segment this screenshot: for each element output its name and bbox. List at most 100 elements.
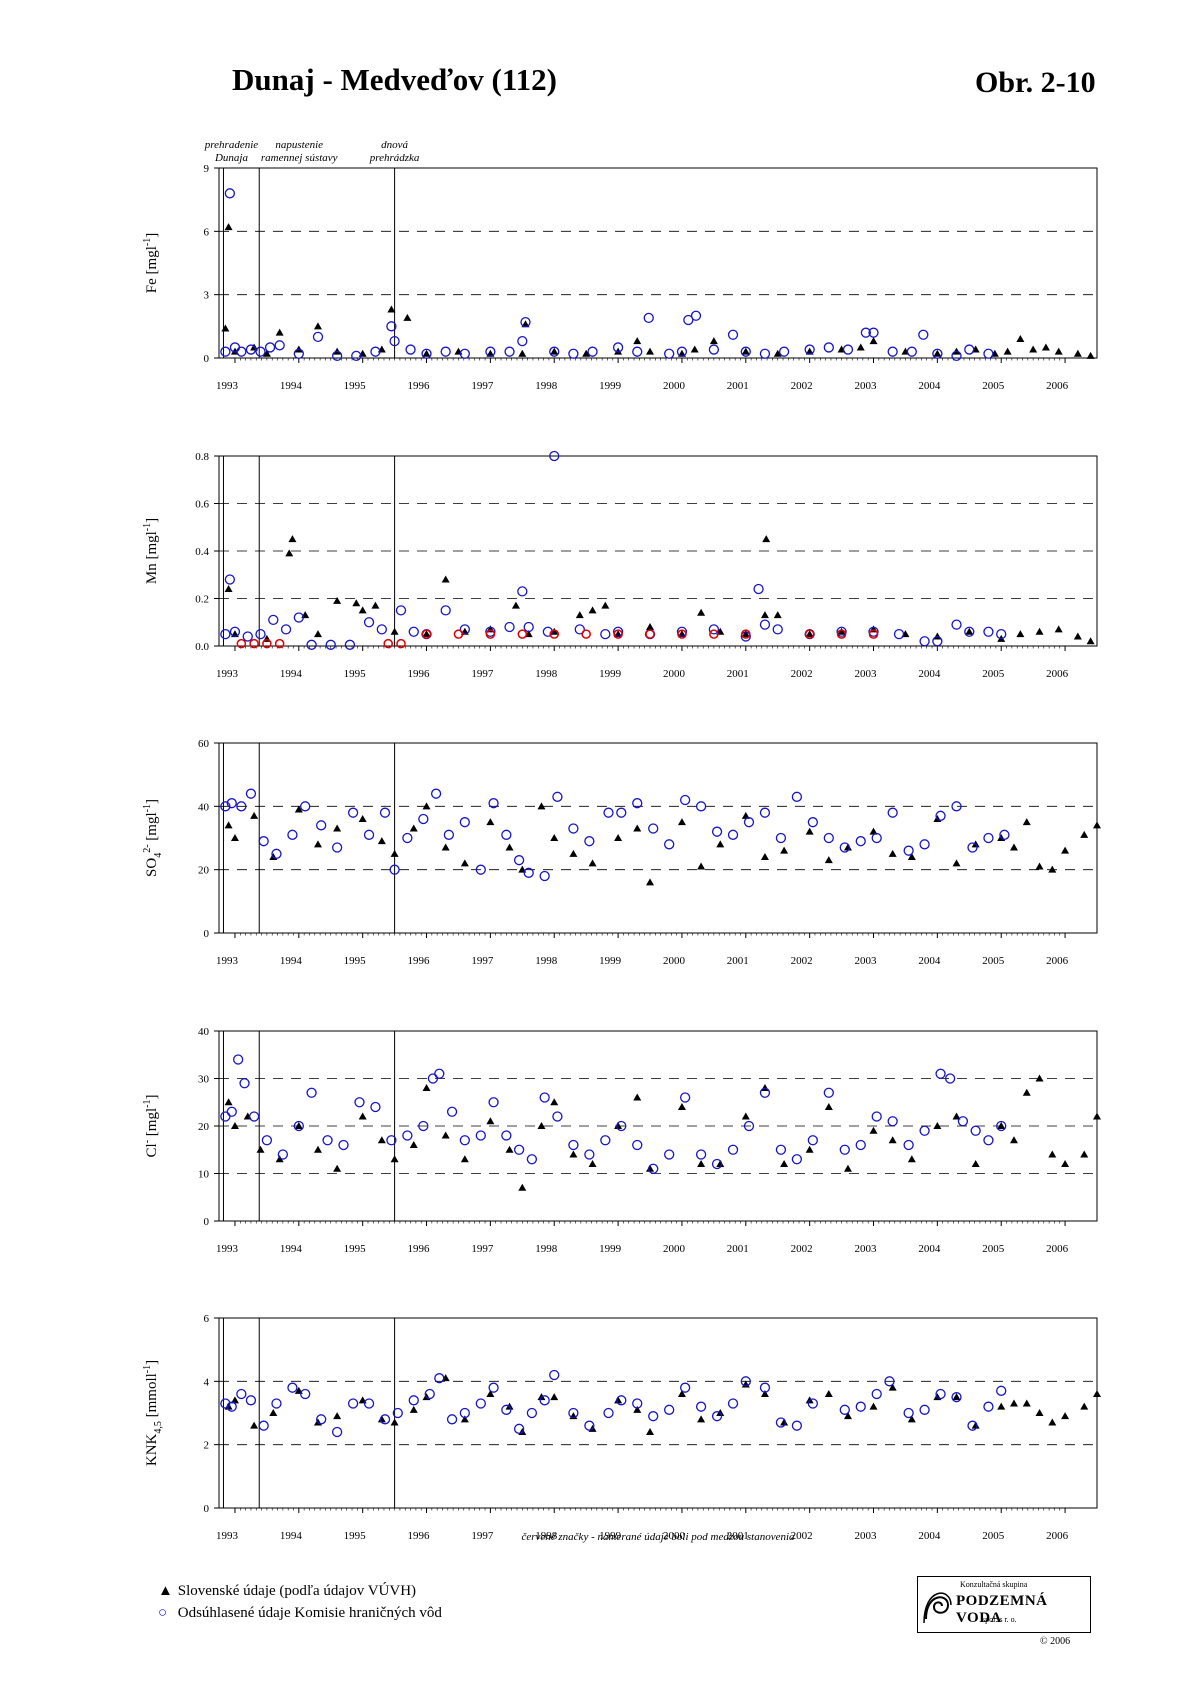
data-point-circle	[759, 1382, 771, 1393]
data-point-circle	[996, 1385, 1007, 1396]
data-point-circle	[363, 617, 375, 628]
data-point-circle	[526, 1154, 538, 1165]
data-point-triangle	[690, 345, 699, 353]
x-tick-label: 1995	[344, 380, 367, 392]
data-point-triangle	[741, 347, 750, 355]
data-point-triangle	[505, 843, 514, 851]
data-point-triangle	[614, 1396, 623, 1404]
y-tick-label: 20	[198, 1121, 210, 1133]
data-point-circle	[951, 801, 962, 812]
data-point-triangle	[294, 1122, 303, 1129]
data-point-circle	[711, 1158, 723, 1170]
data-point-circle	[549, 1369, 560, 1381]
x-tick-label: 2004	[918, 1530, 941, 1542]
data-point-triangle	[741, 1112, 750, 1120]
data-point-circle	[293, 1120, 304, 1132]
data-point-circle	[379, 1414, 391, 1425]
data-point-circle	[245, 344, 257, 355]
data-point-circle	[664, 1149, 675, 1160]
data-point-circle	[424, 1388, 435, 1400]
data-point-red	[262, 638, 272, 649]
data-point-triangle	[1061, 1160, 1070, 1167]
data-point-triangle	[422, 630, 431, 638]
data-point-circle	[612, 342, 624, 353]
data-point-triangle	[486, 349, 495, 357]
data-point-triangle	[521, 320, 530, 328]
data-point-circle	[903, 1407, 914, 1419]
data-point-triangle	[869, 827, 878, 835]
data-point-triangle	[843, 1164, 852, 1172]
data-point-circle	[951, 350, 962, 362]
y-tick-label: 0.0	[195, 641, 209, 653]
x-tick-label: 2004	[918, 1243, 941, 1255]
data-point-triangle	[313, 840, 322, 848]
x-tick-label: 2002	[791, 1243, 813, 1255]
y-tick-label: 40	[198, 801, 210, 813]
data-point-red	[549, 629, 559, 639]
data-point-circle	[983, 1401, 994, 1412]
data-point-circle	[389, 335, 400, 347]
data-point-triangle	[677, 1390, 686, 1397]
data-point-triangle	[646, 1164, 655, 1172]
x-tick-label: 1993	[216, 380, 239, 392]
data-point-circle	[616, 1120, 627, 1132]
data-point-triangle	[1080, 830, 1089, 838]
data-point-circle	[501, 1130, 512, 1141]
data-point-triangle	[780, 846, 789, 854]
y-tick-label: 0	[204, 928, 210, 940]
x-tick-label: 2000	[663, 955, 686, 967]
data-point-circle	[347, 1398, 359, 1409]
event-label: ramennej sústavy	[261, 152, 338, 164]
data-point-circle	[475, 864, 486, 875]
data-point-triangle	[760, 1390, 769, 1397]
data-point-triangle	[550, 1098, 559, 1106]
data-point-triangle	[1016, 630, 1025, 638]
data-point-circle	[690, 310, 702, 321]
x-tick-label: 2006	[1046, 1530, 1069, 1542]
data-point-triangle	[697, 1415, 706, 1423]
data-point-circle	[695, 1149, 707, 1160]
data-point-circle	[287, 829, 298, 840]
data-point-red	[645, 629, 655, 639]
y-tick-label: 10	[198, 1169, 210, 1181]
data-point-triangle	[824, 1390, 833, 1397]
data-point-triangle	[697, 1160, 706, 1167]
data-point-triangle	[869, 1402, 878, 1410]
data-point-circle	[759, 619, 771, 630]
data-point-circle	[552, 791, 563, 802]
data-point-circle	[258, 836, 269, 847]
data-point-circle	[245, 1395, 257, 1406]
x-tick-label: 1996	[408, 380, 431, 392]
data-point-red	[274, 638, 285, 649]
data-point-triangle	[537, 1122, 546, 1129]
data-point-circle	[775, 1417, 787, 1428]
x-tick-label: 1997	[471, 1243, 494, 1255]
data-point-circle	[740, 631, 751, 642]
data-point-circle	[616, 807, 627, 818]
data-point-triangle	[952, 1112, 961, 1120]
data-point-triangle	[1048, 1150, 1057, 1158]
data-point-triangle	[1093, 821, 1101, 829]
data-point-triangle	[614, 347, 623, 355]
event-label: prehradenie	[204, 139, 258, 151]
logo-line-3: spol. s r. o.	[982, 1615, 1017, 1624]
data-point-red	[383, 638, 393, 649]
data-point-triangle	[633, 337, 642, 345]
data-point-triangle	[422, 1084, 431, 1091]
data-point-triangle	[390, 1155, 399, 1163]
data-point-circle	[603, 1407, 614, 1419]
data-point-triangle	[837, 627, 846, 635]
y-axis-label: Cl- [mgl-1]	[142, 1095, 160, 1158]
data-point-circle	[983, 1135, 994, 1146]
data-point-circle	[632, 798, 643, 809]
data-point-triangle	[780, 1418, 789, 1426]
data-point-triangle	[422, 802, 431, 810]
data-point-circle	[708, 344, 720, 355]
data-point-circle	[919, 636, 930, 647]
data-point-triangle	[1061, 1412, 1070, 1420]
data-point-circle	[459, 1135, 470, 1146]
data-point-circle	[312, 331, 324, 343]
data-point-circle	[727, 1398, 739, 1409]
y-axis-label: Fe [mgl-1]	[142, 233, 160, 293]
